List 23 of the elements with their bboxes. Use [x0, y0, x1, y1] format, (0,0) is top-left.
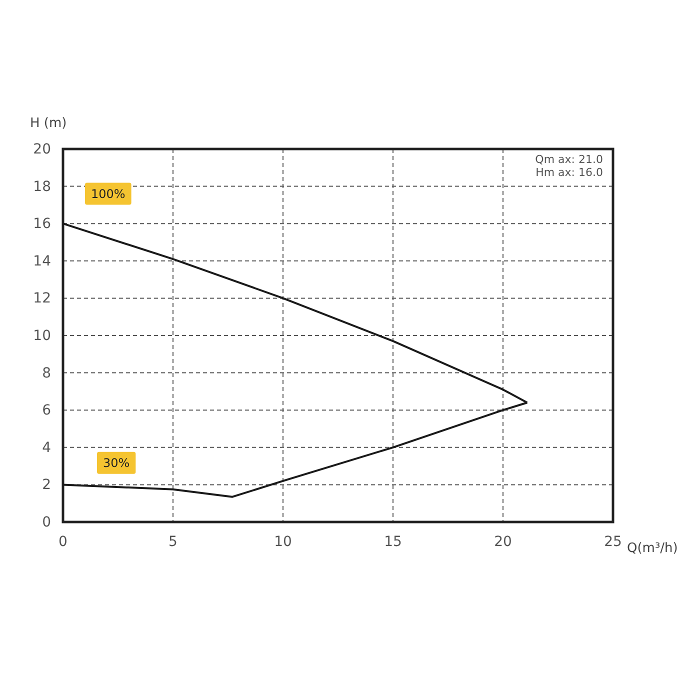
y-tick-label: 6 — [42, 402, 52, 419]
y-axis-title: H (m) — [30, 116, 67, 131]
y-tick-label: 16 — [33, 216, 52, 232]
y-tick-label: 12 — [33, 290, 51, 307]
y-tick-label: 8 — [42, 365, 51, 382]
x-tick-label: 15 — [384, 534, 402, 550]
x-axis-title: Q(m³/h) — [627, 541, 678, 556]
x-tick-label: 10 — [274, 534, 292, 550]
y-tick-label: 20 — [33, 141, 51, 158]
y-tick-label: 10 — [33, 328, 51, 344]
annotation: Hm ax: 16.0 — [536, 166, 603, 179]
x-tick-label: 25 — [604, 534, 622, 550]
y-tick-label: 18 — [33, 178, 51, 195]
y-tick-label: 0 — [42, 514, 51, 530]
annotation: Qm ax: 21.0 — [535, 153, 603, 166]
x-tick-label: 20 — [494, 534, 512, 550]
y-tick-label: 4 — [42, 440, 52, 456]
series-label: 30% — [103, 456, 130, 470]
y-tick-label: 2 — [42, 477, 51, 494]
text: 100% — [91, 186, 126, 201]
y-tick-label: 14 — [33, 253, 52, 270]
x-tick-label: 5 — [168, 534, 178, 550]
x-tick-label: 0 — [58, 534, 68, 550]
